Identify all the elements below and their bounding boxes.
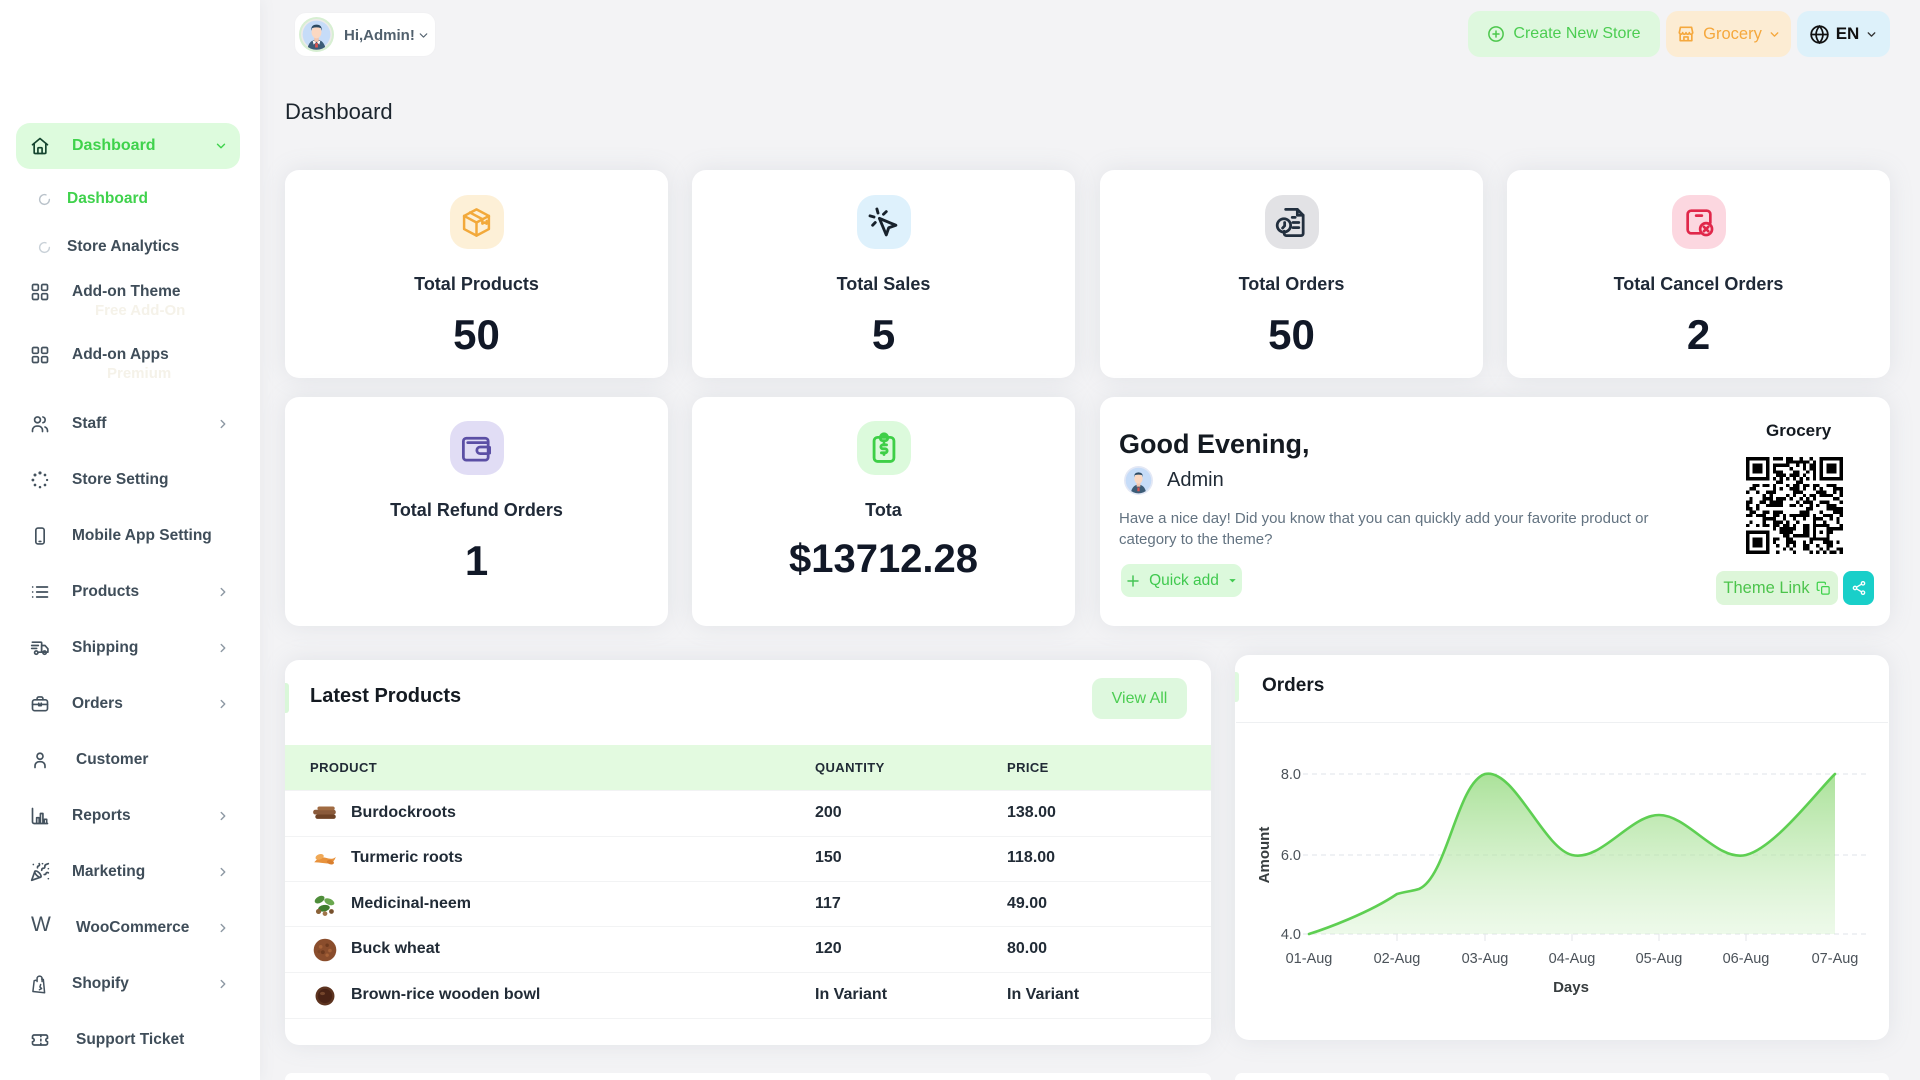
svg-text:6.0: 6.0 xyxy=(1281,848,1301,864)
svg-text:02-Aug: 02-Aug xyxy=(1374,951,1421,967)
svg-text:06-Aug: 06-Aug xyxy=(1723,951,1770,967)
svg-text:4.0: 4.0 xyxy=(1281,927,1301,943)
svg-text:01-Aug: 01-Aug xyxy=(1286,951,1333,967)
svg-text:05-Aug: 05-Aug xyxy=(1636,951,1683,967)
svg-text:03-Aug: 03-Aug xyxy=(1462,951,1509,967)
svg-text:Days: Days xyxy=(1553,979,1589,996)
svg-text:04-Aug: 04-Aug xyxy=(1549,951,1596,967)
svg-text:Amount: Amount xyxy=(1256,827,1273,884)
svg-text:07-Aug: 07-Aug xyxy=(1812,951,1859,967)
svg-text:8.0: 8.0 xyxy=(1281,767,1301,783)
